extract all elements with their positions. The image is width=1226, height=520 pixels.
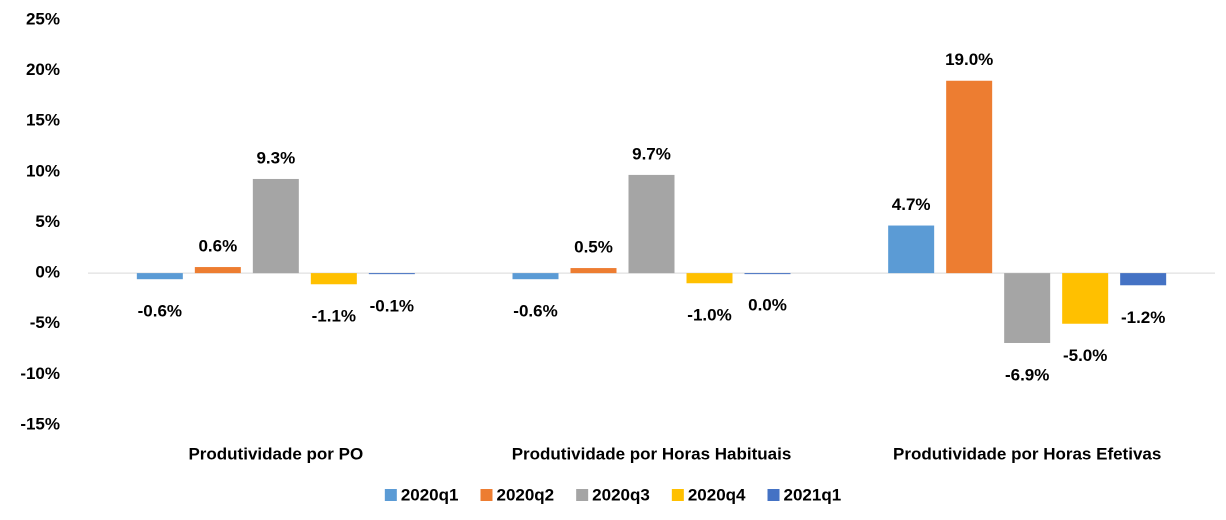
bar (194, 267, 241, 274)
bar (368, 273, 415, 275)
bar (310, 273, 357, 285)
y-tick-label: 15% (26, 111, 60, 130)
x-tick-label: Produtividade por PO (188, 444, 363, 463)
legend-label: 2020q2 (496, 485, 554, 504)
data-label: 0.5% (574, 238, 613, 257)
bar (1120, 273, 1167, 286)
data-label: -0.1% (370, 297, 414, 316)
legend-label: 2021q1 (784, 485, 842, 504)
legend-swatch (671, 489, 684, 501)
data-label: -6.9% (1005, 365, 1049, 384)
data-label: -1.0% (687, 306, 731, 325)
bar (744, 273, 791, 275)
data-label: 0.6% (198, 237, 237, 256)
legend-label: 2020q4 (688, 485, 746, 504)
bar (570, 268, 617, 274)
bar (252, 178, 299, 274)
x-tick-label: Produtividade por Horas Habituais (512, 444, 792, 463)
bar (136, 273, 183, 280)
y-tick-label: 20% (26, 60, 60, 79)
bar (888, 225, 935, 274)
data-label: -5.0% (1063, 346, 1107, 365)
legend-swatch (767, 489, 780, 501)
bar (512, 273, 559, 280)
y-tick-label: 25% (26, 9, 60, 28)
data-label: -0.6% (138, 302, 182, 321)
bar (628, 174, 675, 274)
bar (1062, 273, 1109, 324)
y-tick-label: -5% (30, 313, 60, 332)
legend-label: 2020q1 (401, 485, 459, 504)
y-tick-label: -10% (20, 364, 60, 383)
legend-swatch (384, 489, 397, 501)
y-tick-label: 5% (35, 212, 60, 231)
data-label: 9.3% (256, 148, 295, 167)
data-label: 19.0% (945, 50, 993, 69)
data-label: -1.2% (1121, 308, 1165, 327)
y-tick-label: -15% (20, 414, 60, 433)
bar (686, 273, 733, 284)
legend-label: 2020q3 (592, 485, 650, 504)
y-tick-label: 0% (35, 263, 60, 282)
x-tick-label: Produtividade por Horas Efetivas (893, 444, 1161, 463)
data-label: -0.6% (513, 302, 557, 321)
legend-swatch (480, 489, 493, 501)
data-label: -1.1% (312, 307, 356, 326)
bar (1004, 273, 1051, 343)
y-tick-label: 10% (26, 161, 60, 180)
data-label: 4.7% (892, 195, 931, 214)
legend-swatch (576, 489, 589, 501)
bar (946, 80, 993, 274)
data-label: 9.7% (632, 144, 671, 163)
data-label: 0.0% (748, 296, 787, 315)
